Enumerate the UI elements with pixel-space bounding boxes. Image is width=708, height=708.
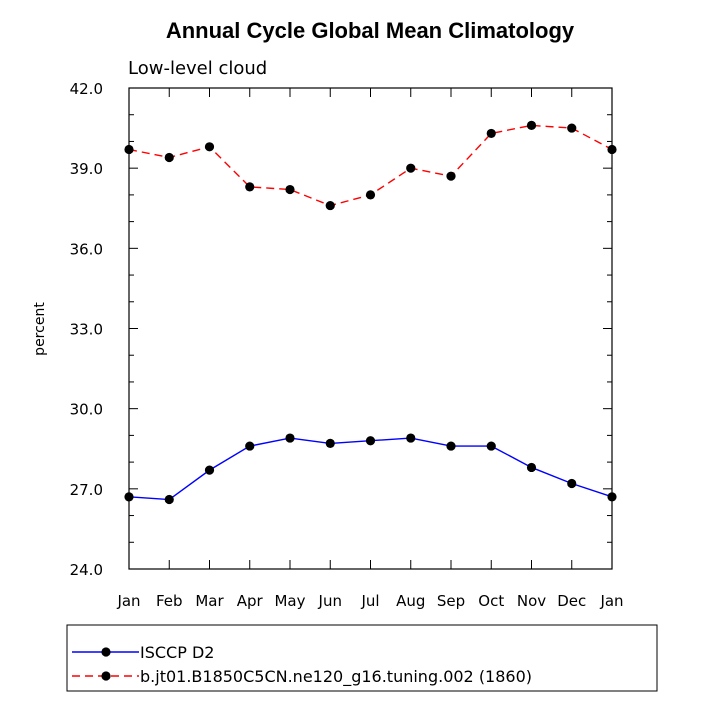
data-point	[567, 478, 577, 489]
data-point	[567, 123, 577, 133]
legend-label: b.jt01.B1850C5CN.ne120_g16.tuning.002 (1…	[140, 667, 532, 687]
data-point	[245, 441, 255, 451]
x-tick-label: Jul	[360, 592, 379, 610]
data-point	[325, 438, 335, 449]
axis-ticks: Jan Feb Mar Apr May Jun Jul Aug Sep Oct Nov Dec Jan 2…	[70, 80, 624, 610]
data-point	[365, 190, 376, 200]
x-tick-label: Dec	[557, 592, 586, 610]
x-tick-label: Feb	[156, 592, 183, 610]
data-point	[365, 436, 376, 446]
y-tick-label: 30.0	[70, 401, 103, 419]
y-tick-label: 36.0	[70, 240, 103, 258]
x-tick-label: Jan	[116, 592, 140, 610]
data-point	[164, 152, 174, 163]
y-tick-label: 39.0	[70, 160, 103, 178]
data-point	[285, 433, 295, 443]
legend-marker	[101, 647, 111, 657]
plot-frame	[128, 87, 613, 570]
legend-box	[66, 624, 658, 692]
data-point	[164, 494, 174, 505]
data-point	[325, 200, 335, 211]
data-point	[285, 184, 295, 195]
data-point	[245, 182, 255, 192]
y-tick-label: 42.0	[70, 80, 103, 98]
data-point	[406, 163, 416, 173]
y-tick-label: 24.0	[70, 561, 103, 579]
y-tick-label: 33.0	[70, 321, 103, 339]
legend: ISCCP D2 b.jt01.B1850C5CN.ne120_g16.tunin…	[72, 643, 532, 687]
x-tick-label: Jun	[318, 592, 342, 610]
data-point	[526, 462, 537, 473]
x-tick-label: Apr	[237, 592, 264, 610]
x-tick-label: Oct	[478, 592, 504, 610]
y-tick-label: 27.0	[70, 481, 103, 499]
y-axis-label: percent	[32, 302, 48, 356]
series-line	[128, 437, 613, 501]
data-point	[607, 144, 617, 155]
data-point	[204, 465, 215, 475]
data-point	[204, 142, 215, 152]
data-point	[446, 441, 456, 451]
data-point	[406, 433, 416, 443]
series-layer	[124, 120, 617, 505]
data-point	[486, 128, 496, 139]
x-tick-label: May	[274, 592, 305, 610]
x-tick-label: Nov	[517, 592, 546, 610]
x-tick-label: Sep	[437, 592, 465, 610]
data-point	[607, 492, 617, 502]
x-tick-label: Jan	[599, 592, 623, 610]
data-point	[124, 144, 134, 155]
chart-subtitle: Low-level cloud	[128, 58, 267, 79]
legend-label: ISCCP D2	[140, 643, 214, 662]
data-point	[446, 171, 456, 181]
data-point	[526, 120, 537, 131]
legend-marker	[101, 671, 111, 681]
data-point	[124, 492, 134, 502]
data-point	[486, 441, 496, 451]
x-tick-label: Mar	[195, 592, 224, 610]
x-tick-label: Aug	[396, 592, 425, 610]
chart-title: Annual Cycle Global Mean Climatology	[166, 18, 575, 43]
